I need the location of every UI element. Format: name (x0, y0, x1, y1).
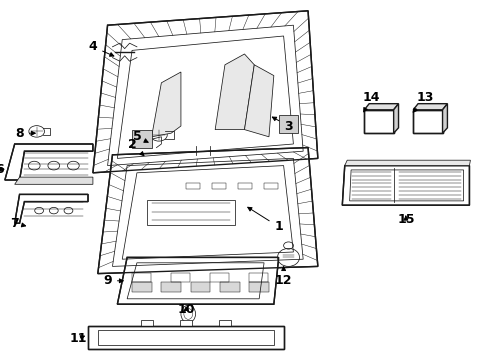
Bar (141, 320, 152, 326)
Polygon shape (342, 166, 468, 205)
Bar (171, 273, 189, 282)
Polygon shape (5, 144, 93, 180)
Text: 4: 4 (88, 40, 114, 56)
Circle shape (67, 161, 79, 170)
Bar (180, 320, 191, 326)
Text: 10: 10 (177, 303, 194, 316)
Polygon shape (15, 177, 93, 184)
Bar (278, 115, 298, 133)
Text: 3: 3 (272, 117, 292, 132)
Bar (161, 282, 181, 292)
Polygon shape (364, 110, 393, 133)
Bar (238, 183, 251, 189)
Polygon shape (344, 160, 469, 166)
Bar (249, 273, 267, 282)
Text: 6: 6 (0, 163, 4, 176)
Bar (132, 130, 151, 148)
Polygon shape (364, 104, 398, 110)
Polygon shape (215, 54, 254, 130)
Bar (211, 183, 225, 189)
Circle shape (64, 207, 73, 214)
Text: 9: 9 (103, 274, 123, 287)
Polygon shape (442, 104, 447, 133)
Text: 11: 11 (69, 332, 87, 345)
Polygon shape (15, 194, 88, 223)
Bar (132, 273, 150, 282)
Text: 15: 15 (396, 213, 414, 226)
Circle shape (28, 161, 40, 170)
Ellipse shape (277, 248, 299, 266)
Ellipse shape (181, 305, 195, 323)
Circle shape (49, 207, 58, 214)
Text: 7: 7 (10, 217, 25, 230)
Bar (190, 282, 210, 292)
Bar (210, 273, 228, 282)
Text: 8: 8 (15, 127, 35, 140)
Polygon shape (88, 326, 283, 349)
Text: 1: 1 (247, 207, 283, 233)
Text: 13: 13 (412, 91, 433, 112)
Bar (249, 282, 268, 292)
Bar (132, 282, 151, 292)
Bar (264, 183, 277, 189)
Polygon shape (244, 65, 273, 137)
Bar (146, 200, 234, 225)
Polygon shape (151, 72, 181, 137)
Polygon shape (393, 104, 398, 133)
Text: 12: 12 (274, 267, 292, 287)
Polygon shape (93, 11, 317, 173)
Polygon shape (412, 104, 447, 110)
Polygon shape (412, 110, 442, 133)
Text: 2: 2 (127, 138, 143, 156)
Polygon shape (98, 148, 317, 274)
Bar (220, 282, 239, 292)
Bar (219, 320, 230, 326)
Polygon shape (117, 257, 278, 304)
Text: 5: 5 (132, 130, 148, 143)
Text: 14: 14 (362, 91, 380, 112)
Bar (185, 183, 199, 189)
Circle shape (35, 207, 43, 214)
Circle shape (48, 161, 60, 170)
